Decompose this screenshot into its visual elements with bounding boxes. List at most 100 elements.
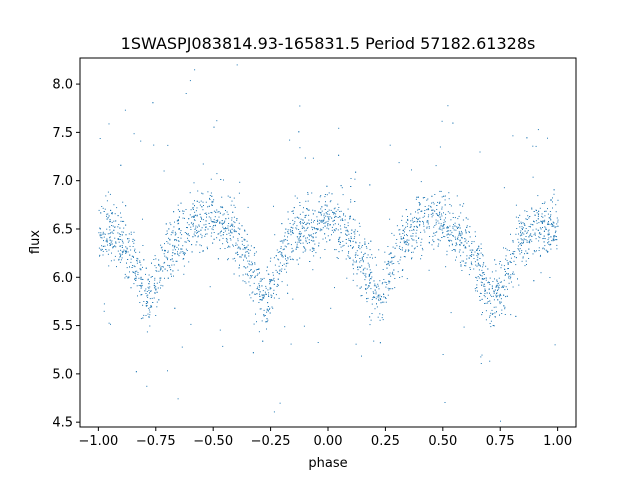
data-point	[341, 218, 343, 220]
data-point	[155, 315, 157, 316]
data-point	[218, 216, 220, 218]
data-point	[437, 214, 439, 216]
data-point	[454, 217, 456, 219]
data-point	[391, 263, 393, 265]
data-point	[117, 232, 119, 234]
data-point	[447, 237, 449, 238]
data-point	[510, 253, 512, 255]
data-point	[137, 274, 139, 275]
data-point	[547, 223, 549, 225]
data-point	[244, 248, 246, 250]
data-point	[364, 279, 366, 281]
data-point	[128, 233, 130, 235]
data-point	[319, 219, 321, 221]
data-point	[401, 238, 403, 240]
data-point	[355, 242, 357, 244]
data-point	[101, 245, 103, 247]
data-point	[412, 235, 414, 237]
data-point	[355, 256, 356, 258]
data-point	[202, 163, 204, 165]
data-point	[446, 227, 448, 229]
data-point	[443, 225, 444, 227]
data-point	[475, 290, 477, 292]
data-point	[266, 308, 268, 310]
data-point	[182, 245, 184, 247]
data-point	[144, 290, 146, 292]
data-point	[403, 240, 405, 242]
data-point	[324, 194, 326, 195]
data-point	[308, 234, 310, 236]
data-point	[343, 213, 345, 215]
data-point	[147, 302, 149, 304]
y-tick-label: 6.5	[52, 222, 73, 237]
data-point	[204, 213, 206, 214]
data-point	[463, 260, 464, 262]
data-point	[384, 251, 386, 253]
data-point	[190, 226, 192, 228]
data-point	[339, 216, 341, 218]
data-point	[504, 314, 506, 315]
data-point	[456, 256, 457, 258]
data-point	[199, 244, 201, 246]
data-point	[129, 245, 131, 247]
data-point	[326, 185, 328, 187]
data-point	[105, 195, 107, 197]
data-point	[495, 296, 497, 298]
data-point	[450, 230, 452, 232]
data-point	[133, 242, 135, 244]
data-point	[323, 222, 325, 224]
data-point	[432, 239, 434, 241]
data-point	[279, 262, 281, 264]
data-point	[379, 319, 381, 321]
data-point	[355, 261, 357, 263]
data-point	[281, 255, 283, 257]
data-point	[221, 222, 223, 224]
data-point	[298, 240, 300, 242]
data-point	[135, 251, 137, 253]
data-point	[415, 225, 417, 227]
data-point	[398, 162, 400, 164]
data-point	[220, 235, 222, 237]
data-point	[537, 218, 539, 220]
data-point	[180, 230, 182, 232]
data-point	[192, 225, 194, 227]
data-point	[159, 265, 161, 267]
data-point	[376, 303, 377, 305]
data-point	[393, 263, 395, 264]
data-point	[493, 299, 495, 301]
data-point	[356, 285, 358, 287]
data-point	[199, 251, 201, 253]
data-point	[498, 287, 500, 289]
data-point	[121, 231, 123, 233]
data-point	[521, 228, 523, 230]
data-point	[298, 232, 300, 234]
data-point	[493, 306, 495, 308]
data-point	[230, 239, 232, 241]
data-point	[416, 226, 418, 228]
data-point	[234, 206, 236, 208]
data-point	[412, 217, 414, 219]
data-point	[163, 253, 165, 255]
data-point	[475, 276, 477, 278]
data-point	[153, 284, 155, 286]
data-point	[420, 231, 422, 233]
data-point	[277, 251, 279, 253]
data-point	[373, 292, 375, 294]
data-point	[193, 182, 195, 184]
data-point	[299, 213, 301, 215]
data-point	[469, 269, 471, 270]
data-point	[291, 251, 293, 253]
data-point	[206, 216, 207, 218]
data-point	[298, 131, 300, 133]
data-point	[126, 248, 128, 250]
data-point	[311, 192, 313, 194]
data-point	[170, 273, 172, 275]
data-point	[146, 301, 148, 303]
data-point	[268, 309, 270, 310]
data-point	[157, 287, 159, 289]
data-point	[311, 219, 312, 221]
data-point	[205, 212, 207, 214]
data-point	[445, 266, 447, 268]
data-point	[526, 232, 528, 234]
data-point	[328, 218, 330, 220]
